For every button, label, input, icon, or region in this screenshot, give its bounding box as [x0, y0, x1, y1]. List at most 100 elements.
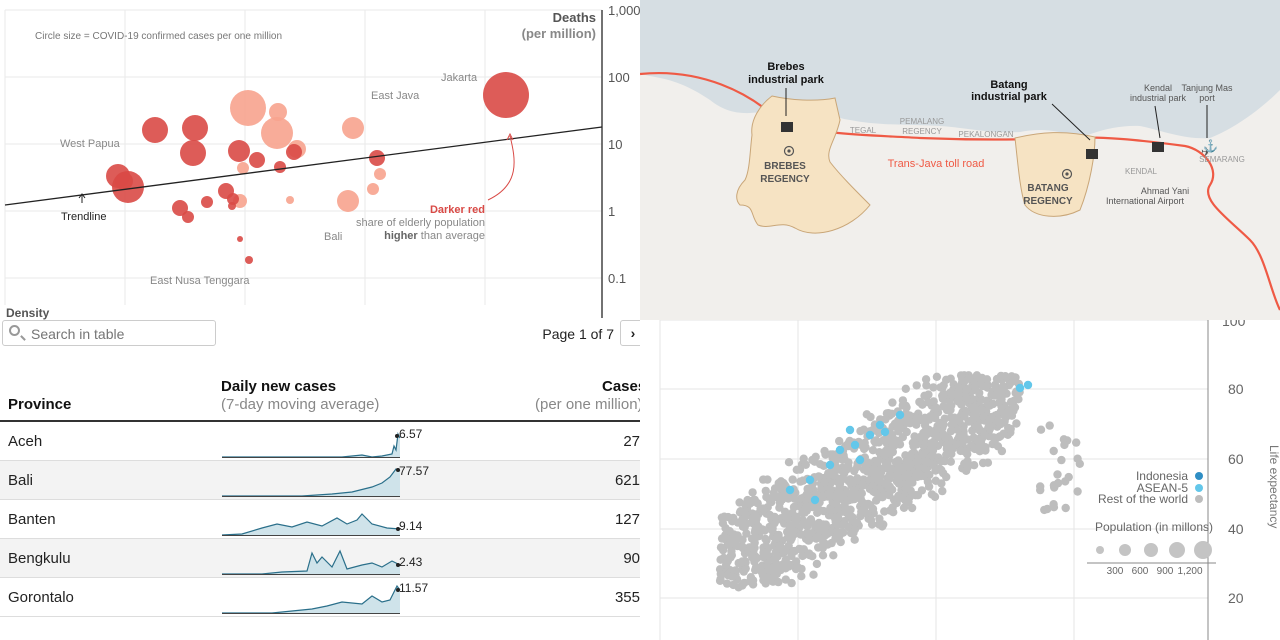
rest-of-world-dot: [1043, 504, 1052, 514]
asean5-dot: [1015, 383, 1025, 393]
rest-of-world-dot: [897, 418, 906, 427]
rest-of-world-dot: [920, 391, 929, 400]
size-legend-tick: 1,200: [1177, 566, 1202, 577]
rest-of-world-dot: [1009, 404, 1018, 413]
rest-of-world-dot: [793, 563, 802, 572]
rest-of-world-dot: [1057, 455, 1066, 465]
rest-of-world-dot: [918, 450, 928, 459]
table-row[interactable]: Gorontalo 11.57 355: [0, 578, 640, 617]
rest-of-world-dot: [796, 545, 805, 554]
bubble: [369, 150, 385, 166]
table-row[interactable]: Aceh 6.57 27: [0, 422, 640, 461]
rest-of-world-dot: [929, 397, 938, 406]
rest-of-world-dot: [1006, 424, 1015, 434]
rest-of-world-dot: [935, 464, 944, 473]
rest-of-world-dot: [923, 477, 933, 486]
rest-of-world-dot: [973, 421, 982, 430]
asean5-dot: [810, 495, 820, 505]
airplane-icon: ✈: [1201, 144, 1212, 159]
rest-of-world-dot: [789, 526, 798, 536]
rest-of-world-dot: [881, 459, 891, 469]
rest-of-world-dot: [821, 531, 830, 540]
map-label: REGENCY: [760, 174, 810, 185]
search-input[interactable]: [29, 324, 213, 344]
rest-of-world-dot: [911, 491, 920, 500]
asean5-dot: [805, 475, 815, 485]
asean5-dot: [880, 427, 890, 437]
asean5-dot: [825, 460, 835, 470]
rest-of-world-dot: [996, 407, 1006, 416]
rest-of-world-dot: [761, 534, 770, 544]
rest-of-world-dot: [873, 458, 882, 467]
asean5-dot: [835, 445, 845, 455]
rest-of-world-dot: [912, 458, 921, 467]
sparkline-end-dot: [396, 588, 400, 592]
rest-of-world-dot: [812, 533, 821, 543]
table-row[interactable]: Bengkulu 2.43 90: [0, 539, 640, 578]
rest-of-world-dot: [801, 460, 810, 469]
rest-of-world-dot: [857, 507, 866, 516]
cell-province: Banten: [8, 511, 56, 528]
rest-of-world-dot: [866, 412, 875, 422]
rest-of-world-dot: [716, 555, 725, 564]
table-row[interactable]: Banten 9.14 127: [0, 500, 640, 539]
rest-of-world-dot: [939, 381, 948, 390]
column-header-daily[interactable]: Daily new cases: [221, 378, 337, 395]
rest-of-world-dot: [1045, 421, 1054, 430]
legend-swatch: [1195, 484, 1203, 492]
map-label: KENDAL: [1125, 167, 1158, 176]
cell-latest-value: 9.14: [399, 519, 423, 533]
sparkline-end-dot: [396, 527, 400, 531]
rest-of-world-dot: [836, 528, 845, 537]
rest-of-world-dot: [746, 543, 755, 552]
sparkline-line: [222, 513, 401, 536]
rest-of-world-dot: [1007, 372, 1016, 381]
sparkline-end-dot: [395, 434, 399, 438]
rest-of-world-dot: [868, 446, 878, 455]
bubble: [261, 117, 293, 149]
rest-of-world-dot: [963, 435, 972, 444]
bubble: [172, 200, 188, 216]
table-row[interactable]: Bali 77.57 621: [0, 461, 640, 500]
province-label: Jakarta: [441, 72, 478, 84]
rest-of-world-dot: [788, 475, 797, 484]
sparkline-area: [222, 551, 400, 574]
rest-of-world-dot: [851, 476, 861, 485]
rest-of-world-dot: [769, 555, 779, 564]
cell-province: Gorontalo: [8, 589, 74, 606]
rest-of-world-dot: [849, 528, 858, 538]
rest-of-world-dot: [738, 557, 747, 566]
rest-of-world-dot: [985, 415, 995, 424]
rest-of-world-dot: [833, 489, 842, 498]
size-legend-circle: [1169, 542, 1185, 558]
map-label: REGENCY: [1023, 196, 1073, 207]
bubble: [249, 152, 265, 168]
asean5-dot: [875, 420, 885, 430]
rest-of-world-dot: [792, 512, 801, 522]
rest-of-world-dot: [996, 371, 1006, 381]
regency-seat-icon: [783, 145, 795, 157]
rest-of-world-dot: [977, 405, 986, 415]
cell-cases: 90: [623, 550, 640, 567]
column-header-cases[interactable]: Cases: [602, 378, 640, 395]
rest-of-world-dot: [716, 543, 726, 552]
next-page-button[interactable]: ›: [620, 320, 640, 346]
rest-of-world-dot: [806, 483, 815, 493]
rest-of-world-dot: [723, 512, 733, 522]
rest-of-world-dot: [891, 457, 900, 467]
rest-of-world-dot: [932, 372, 942, 381]
rest-of-world-dot: [931, 404, 940, 413]
column-header-province[interactable]: Province: [8, 396, 72, 413]
legend-swatch: [1195, 495, 1203, 503]
annotation-rest: than average: [418, 230, 485, 242]
map-label: BREBES: [764, 161, 806, 172]
sparkline: [222, 468, 401, 497]
bubble-jakarta: [483, 72, 529, 118]
rest-of-world-dot: [805, 550, 814, 560]
rest-of-world-dot: [872, 436, 881, 445]
table-search[interactable]: [2, 320, 216, 346]
rest-of-world-dot: [798, 476, 808, 485]
bubble: [228, 140, 250, 162]
rest-of-world-dot: [784, 458, 794, 467]
bubble: [142, 117, 168, 143]
